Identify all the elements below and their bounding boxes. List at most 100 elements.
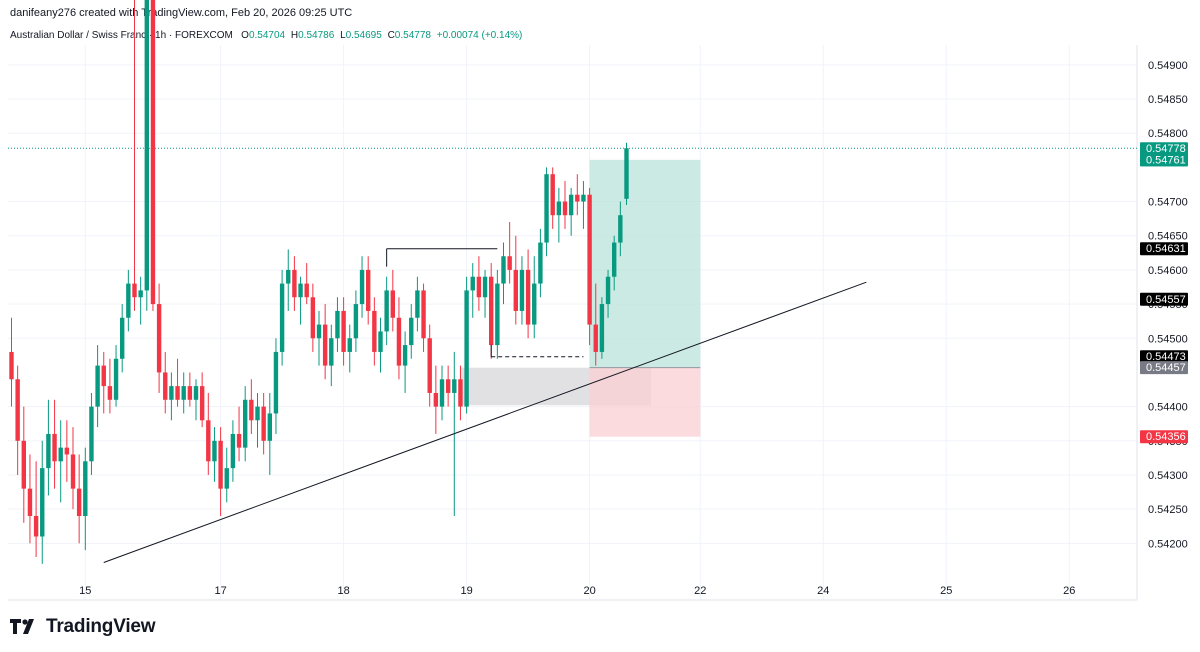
candle-body <box>89 406 94 462</box>
candle <box>33 461 39 557</box>
candle-body <box>138 290 143 298</box>
candle <box>519 256 525 325</box>
candle-body <box>267 413 272 441</box>
candle-body <box>199 386 205 421</box>
candle-body <box>525 269 531 325</box>
candle-body <box>64 447 70 455</box>
target-zone <box>589 159 701 368</box>
chart-attribution: danifeany276 created with TradingView.co… <box>10 7 353 19</box>
candle-body <box>372 310 377 352</box>
candle-body <box>83 461 88 516</box>
candle <box>46 399 51 496</box>
candle-body <box>46 433 51 469</box>
candle-body <box>187 386 193 400</box>
candle-body <box>384 290 389 332</box>
candle-body <box>556 201 562 216</box>
candle <box>212 427 217 482</box>
low-value: 0.54695 <box>345 30 382 41</box>
candle <box>298 276 303 325</box>
price-label-level: 0.54557 <box>1140 292 1188 306</box>
candle <box>513 235 518 325</box>
price-label-text: 0.54631 <box>1146 243 1186 255</box>
candle-body <box>618 215 623 243</box>
candle <box>101 351 106 414</box>
candle-body <box>513 269 518 311</box>
candle-body <box>316 324 322 339</box>
candle-body <box>507 256 512 270</box>
candle <box>550 167 555 229</box>
candle <box>618 201 623 257</box>
y-tick-label: 0.54800 <box>1148 128 1188 140</box>
candle-body <box>175 386 180 400</box>
candle <box>58 420 63 503</box>
candle <box>335 297 340 352</box>
candle-body <box>396 317 402 366</box>
price-label-box <box>1140 242 1188 256</box>
candle <box>64 420 70 482</box>
candle <box>286 249 291 311</box>
candle <box>495 269 500 359</box>
price-label-text: 0.54356 <box>1146 431 1186 443</box>
change-value: +0.00074 (+0.14%) <box>436 30 523 41</box>
y-tick-label: 0.54300 <box>1148 470 1188 482</box>
candle <box>562 181 568 229</box>
open-value: 0.54704 <box>248 30 286 41</box>
candle <box>40 440 45 564</box>
candle-body <box>163 372 168 400</box>
candle <box>390 269 395 332</box>
stop-zone <box>589 367 701 437</box>
candle <box>163 351 168 414</box>
candle <box>359 256 365 318</box>
y-tick-label: 0.54250 <box>1148 504 1188 516</box>
candle-body <box>126 283 131 318</box>
candle <box>230 420 236 482</box>
candle-body <box>532 283 537 325</box>
candle <box>199 372 205 428</box>
candle <box>445 365 451 407</box>
candle-body <box>236 433 242 448</box>
candle-body <box>212 440 217 462</box>
candle-body <box>21 440 26 489</box>
y-tick-label: 0.54650 <box>1148 231 1188 243</box>
candle-body <box>206 420 211 462</box>
price-label-box <box>1140 153 1188 167</box>
candle <box>144 0 149 311</box>
candle <box>587 187 592 346</box>
y-tick-label: 0.54600 <box>1148 265 1188 277</box>
price-label-text: 0.54473 <box>1146 351 1186 363</box>
candle <box>384 276 389 346</box>
candle <box>292 256 297 311</box>
candle <box>9 317 14 407</box>
price-label-text: 0.54761 <box>1146 154 1186 166</box>
candle-body <box>132 283 137 298</box>
brand-name: TradingView <box>46 616 156 637</box>
candles <box>9 0 629 564</box>
candle-body <box>27 488 33 516</box>
candle <box>138 276 143 325</box>
price-label-box <box>1140 292 1188 306</box>
candle-body <box>366 269 371 311</box>
candle-body <box>70 454 76 489</box>
price-label-level: 0.54631 <box>1140 242 1188 256</box>
candle <box>126 269 131 332</box>
candle <box>482 269 488 318</box>
candle <box>599 297 605 359</box>
candle-body <box>33 515 39 537</box>
candle <box>261 392 266 455</box>
candle <box>458 365 463 421</box>
candle-body <box>107 386 113 400</box>
candle <box>538 228 543 298</box>
candle <box>396 297 402 380</box>
candle <box>113 345 119 407</box>
x-tick-label: 26 <box>1063 585 1075 597</box>
x-tick-label: 25 <box>940 585 952 597</box>
candle-body <box>286 269 291 284</box>
candle-body <box>409 317 414 346</box>
price-label-box <box>1140 430 1188 444</box>
candle <box>169 372 174 421</box>
candle-body <box>489 276 494 346</box>
candle <box>464 276 469 414</box>
candle-body <box>445 379 451 393</box>
candle <box>21 406 26 523</box>
